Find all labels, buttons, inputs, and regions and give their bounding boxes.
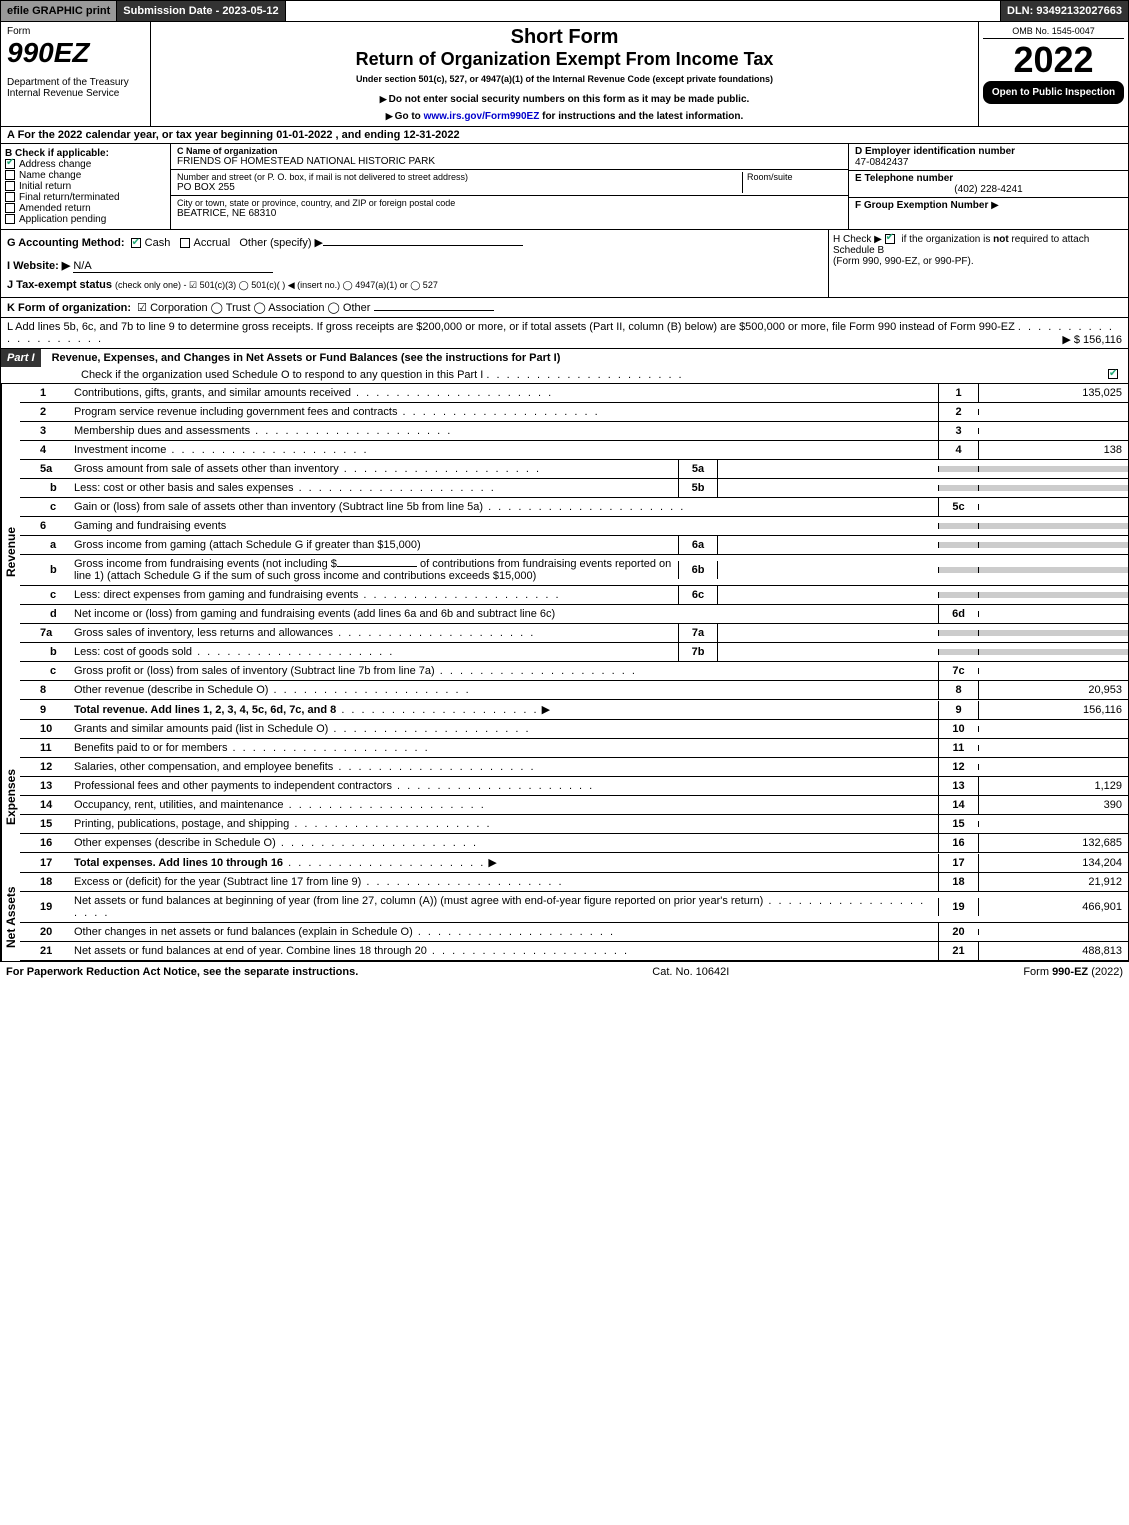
chk-initial[interactable]: Initial return xyxy=(5,181,166,192)
addr-label: Number and street (or P. O. box, if mail… xyxy=(177,172,742,182)
chk-name[interactable]: Name change xyxy=(5,170,166,181)
header-center: Short Form Return of Organization Exempt… xyxy=(151,22,978,126)
subtitle: Under section 501(c), 527, or 4947(a)(1)… xyxy=(157,74,972,84)
box-b: B Check if applicable: Address change Na… xyxy=(1,144,171,229)
form-header: Form 990EZ Department of the Treasury In… xyxy=(0,22,1129,127)
expenses-section: Expenses 10Grants and similar amounts pa… xyxy=(0,720,1129,873)
topbar: efile GRAPHIC print Submission Date - 20… xyxy=(0,0,1129,22)
dept: Department of the Treasury xyxy=(7,77,144,88)
netassets-vlabel: Net Assets xyxy=(1,873,20,961)
inspection-pill: Open to Public Inspection xyxy=(983,81,1124,104)
j-label: J Tax-exempt status xyxy=(7,279,112,291)
expenses-vlabel: Expenses xyxy=(1,720,20,873)
website: N/A xyxy=(73,260,273,273)
page-footer: For Paperwork Reduction Act Notice, see … xyxy=(0,961,1129,982)
phone: (402) 228-4241 xyxy=(855,184,1122,195)
row-gh: G Accounting Method: Cash Accrual Other … xyxy=(0,230,1129,298)
chk-schedule-o[interactable] xyxy=(1108,369,1118,379)
tax-year: 2022 xyxy=(983,39,1124,81)
j-rest: (check only one) - ☑ 501(c)(3) ◯ 501(c)(… xyxy=(115,280,438,290)
e-label: E Telephone number xyxy=(855,173,1122,184)
revenue-section: Revenue 1Contributions, gifts, grants, a… xyxy=(0,384,1129,720)
chk-h[interactable] xyxy=(885,234,895,244)
dln: DLN: 93492132027663 xyxy=(1000,1,1128,21)
irs: Internal Revenue Service xyxy=(7,88,144,99)
d-label: D Employer identification number xyxy=(855,146,1122,157)
header-left: Form 990EZ Department of the Treasury In… xyxy=(1,22,151,126)
netassets-section: Net Assets 18Excess or (deficit) for the… xyxy=(0,873,1129,961)
box-k: K Form of organization: ☑ Corporation ◯ … xyxy=(0,298,1129,318)
footer-left: For Paperwork Reduction Act Notice, see … xyxy=(6,966,358,978)
goto-note: Go to www.irs.gov/Form990EZ for instruct… xyxy=(157,111,972,122)
chk-accrual[interactable] xyxy=(180,238,190,248)
omb: OMB No. 1545-0047 xyxy=(983,26,1124,39)
irs-link[interactable]: www.irs.gov/Form990EZ xyxy=(424,111,540,122)
f-label: F Group Exemption Number xyxy=(855,200,988,211)
ssn-note: Do not enter social security numbers on … xyxy=(157,94,972,105)
chk-cash[interactable] xyxy=(131,238,141,248)
box-g: G Accounting Method: Cash Accrual Other … xyxy=(1,230,828,297)
chk-pending[interactable]: Application pending xyxy=(5,214,166,225)
c-label: C Name of organization xyxy=(177,146,842,156)
chk-address[interactable]: Address change xyxy=(5,159,166,170)
chk-final[interactable]: Final return/terminated xyxy=(5,192,166,203)
ein: 47-0842437 xyxy=(855,157,1122,168)
main-title: Return of Organization Exempt From Incom… xyxy=(157,49,972,70)
short-form-title: Short Form xyxy=(157,26,972,49)
f-arrow: ▶ xyxy=(991,200,999,211)
footer-right: Form 990-EZ (2022) xyxy=(1023,966,1123,978)
efile-label: efile GRAPHIC print xyxy=(1,1,117,21)
chk-amended[interactable]: Amended return xyxy=(5,203,166,214)
box-l: L Add lines 5b, 6c, and 7b to line 9 to … xyxy=(0,318,1129,349)
l-amount: ▶ $ 156,116 xyxy=(1062,333,1122,346)
footer-mid: Cat. No. 10642I xyxy=(652,966,729,978)
box-def: D Employer identification number 47-0842… xyxy=(848,144,1128,229)
revenue-vlabel: Revenue xyxy=(1,384,20,720)
addr: PO BOX 255 xyxy=(177,182,742,193)
part1-header: Part I Revenue, Expenses, and Changes in… xyxy=(0,349,1129,384)
part1-label: Part I xyxy=(1,349,41,367)
header-right: OMB No. 1545-0047 2022 Open to Public In… xyxy=(978,22,1128,126)
section-a: A For the 2022 calendar year, or tax yea… xyxy=(0,127,1129,144)
box-c: C Name of organization FRIENDS OF HOMEST… xyxy=(171,144,848,229)
part1-checknote: Check if the organization used Schedule … xyxy=(81,369,483,381)
box-h: H Check ▶ if the organization is not req… xyxy=(828,230,1128,297)
city-label: City or town, state or province, country… xyxy=(177,198,842,208)
form-container: efile GRAPHIC print Submission Date - 20… xyxy=(0,0,1129,982)
org-name: FRIENDS OF HOMESTEAD NATIONAL HISTORIC P… xyxy=(177,156,842,167)
i-label: I Website: ▶ xyxy=(7,260,70,272)
form-word: Form xyxy=(7,26,144,37)
room-label: Room/suite xyxy=(747,172,842,182)
city: BEATRICE, NE 68310 xyxy=(177,208,842,219)
box-b-title: B Check if applicable: xyxy=(5,148,166,159)
part1-title: Revenue, Expenses, and Changes in Net As… xyxy=(44,352,561,364)
submission-date: Submission Date - 2023-05-12 xyxy=(117,1,285,21)
info-box: B Check if applicable: Address change Na… xyxy=(0,144,1129,230)
form-number: 990EZ xyxy=(7,37,144,69)
